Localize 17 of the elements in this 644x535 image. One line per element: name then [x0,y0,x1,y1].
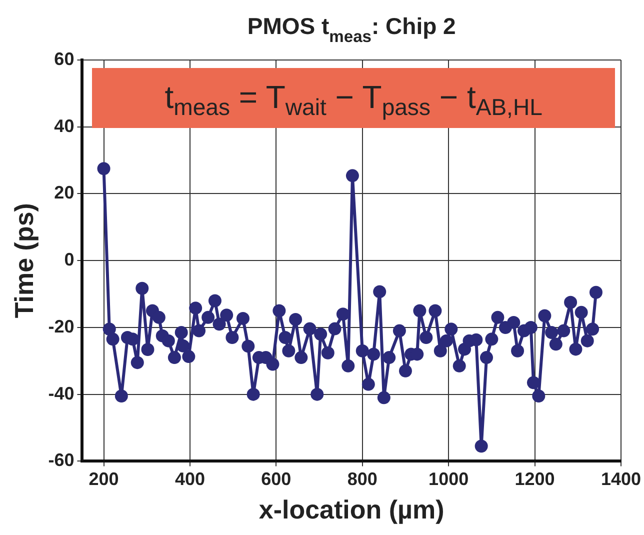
y-axis-title: Time (ps) [8,203,39,318]
x-axis-title: x-location (µm) [258,494,444,525]
x-tick-label: 400 [174,468,205,489]
x-tick-label: 600 [261,468,292,489]
x-tick-label: 1000 [428,468,469,489]
x-tick-label: 1200 [514,468,555,489]
y-tick-label: -40 [48,383,74,404]
formula-box: t$_{meas}$ = T$_{wait}$ − T$_{pass}$ − t$_{AB,HL}$ [92,68,615,128]
x-tick-label: 1400 [600,468,641,489]
y-tick-label: 0 [64,250,74,270]
y-tick-label: -60 [48,450,74,470]
y-tick-label: 60 [54,48,74,69]
x-tick-label: 800 [347,468,378,489]
y-tick-label: 40 [54,116,74,136]
y-tick-label: 20 [54,182,74,203]
x-tick-label: 200 [88,468,119,489]
y-tick-label: -20 [48,316,74,336]
